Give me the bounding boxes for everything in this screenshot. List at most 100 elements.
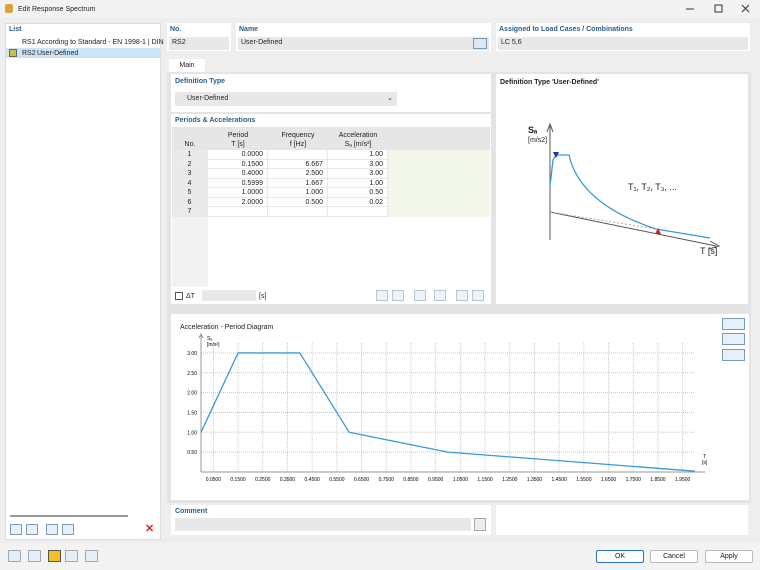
table-cell[interactable]: 0.0000 [208, 150, 268, 160]
y-tick-label: 1.50 [187, 410, 197, 416]
definition-title: Definition Type [175, 78, 226, 85]
field-label: Assigned to Load Cases / Combinations [499, 26, 633, 33]
table-cell[interactable]: 3 [172, 169, 208, 179]
table-blank-bg [388, 150, 490, 217]
comment-box[interactable] [175, 518, 471, 531]
table-cell[interactable]: 6 [172, 197, 208, 207]
field-label: Name [239, 26, 259, 33]
x-tick-label: 1.5500 [576, 477, 592, 483]
footer-tool-button[interactable] [8, 550, 21, 562]
table-cell[interactable]: 3.00 [328, 169, 388, 179]
list-tool-button[interactable] [46, 524, 58, 535]
table-cell[interactable]: 3.00 [328, 159, 388, 169]
window-title: Edit Response Spectrum [18, 6, 96, 13]
table-cell[interactable]: 2.500 [268, 169, 328, 179]
y-axis-label: Sₐ [207, 336, 212, 342]
table-cell[interactable] [328, 207, 388, 217]
y-tick-label: 2.50 [187, 371, 197, 377]
table-cell[interactable]: 1 [172, 150, 208, 160]
x-tick-label: 1.8500 [650, 477, 666, 483]
table-tool-button[interactable] [392, 290, 404, 301]
close[interactable] [741, 4, 750, 13]
maximize[interactable] [714, 4, 723, 13]
dialog-button[interactable]: Apply [705, 550, 753, 563]
x-tick-label: 0.1500 [230, 477, 246, 483]
table-cell[interactable] [208, 207, 268, 217]
list-tool-button[interactable] [10, 524, 22, 535]
chart-tool-button[interactable] [722, 318, 745, 330]
table-tool-button[interactable] [414, 290, 426, 301]
bottom-bar [0, 543, 760, 570]
comment-title: Comment [175, 508, 208, 515]
chart: 0.50 1.00 1.50 2.00 2.50 3.00 0.0500 0.1500 0.25… [187, 332, 708, 483]
table-cell[interactable]: 0.500 [268, 197, 328, 207]
x-axis-unit: [s] [702, 460, 708, 466]
table-cell[interactable]: 7 [172, 207, 208, 217]
table-cell[interactable]: 0.4000 [208, 169, 268, 179]
list-title: List [9, 26, 22, 33]
schematic-marker [655, 228, 661, 234]
table-cell[interactable]: 2 [172, 159, 208, 169]
comment-button[interactable] [474, 518, 486, 531]
list-item[interactable]: RS1 According to Standard - EN 1998-1 | D… [6, 37, 164, 47]
table-cell[interactable]: 6.667 [268, 159, 328, 169]
list-tool-button[interactable] [62, 524, 74, 535]
edit-name-button[interactable] [473, 38, 487, 49]
column-header: No. [184, 141, 196, 148]
table-tool-button[interactable] [376, 290, 388, 301]
column-header: Frequency [281, 132, 315, 139]
x-tick-label: 0.9500 [428, 477, 444, 483]
table-cell[interactable]: 1.0000 [208, 188, 268, 198]
chart-tool-button[interactable] [722, 349, 745, 361]
schematic-y-unit: [m/s2] [528, 137, 548, 144]
list-item[interactable]: RS2 User-Defined [6, 48, 160, 58]
table-tool-button[interactable] [456, 290, 468, 301]
list-tool-button[interactable] [26, 524, 38, 535]
tab[interactable]: Main [169, 59, 205, 72]
footer-tool-button[interactable] [48, 550, 61, 562]
dialog-button[interactable]: Cancel [650, 550, 698, 563]
checkbox[interactable] [175, 292, 183, 300]
table-tool-button[interactable] [434, 290, 446, 301]
delta-unit: [s] [259, 293, 267, 300]
table-cell[interactable]: 4 [172, 178, 208, 188]
table-cell[interactable] [268, 150, 328, 160]
y-tick-label: 1.00 [187, 430, 197, 436]
field-label: No. [170, 26, 182, 33]
field-box[interactable]: RS2 [169, 37, 229, 50]
delta-label: ΔT [186, 293, 195, 300]
footer-tool-button[interactable] [85, 550, 98, 562]
table-tool-button[interactable] [472, 290, 484, 301]
x-tick-label: 1.9500 [675, 477, 691, 483]
chart-tool-button[interactable] [722, 333, 745, 345]
footer-tool-button[interactable] [28, 550, 41, 562]
table-cell[interactable]: 1.00 [328, 150, 388, 160]
footer-tool-button[interactable] [65, 550, 78, 562]
delta-input[interactable] [202, 290, 256, 301]
x-tick-label: 0.5500 [329, 477, 345, 483]
table-cell[interactable]: 2.0000 [208, 197, 268, 207]
table-cell[interactable]: 0.5999 [208, 178, 268, 188]
table-cell[interactable]: 5 [172, 188, 208, 198]
table-cell[interactable]: 1.000 [268, 188, 328, 198]
schematic-y-label: Sₐ [528, 125, 538, 135]
table-cell[interactable]: 0.50 [328, 188, 388, 198]
delete-button[interactable]: ✕ [145, 523, 155, 535]
schematic-panel [496, 74, 748, 304]
x-tick-label: 0.7500 [379, 477, 395, 483]
axis [198, 332, 705, 473]
dialog-button[interactable]: OK [596, 550, 644, 563]
definition-dropdown[interactable]: User-Defined [175, 92, 397, 106]
y-tick-label: 2.00 [187, 391, 197, 397]
x-tick-label: 0.2500 [255, 477, 271, 483]
field-box[interactable]: LC 5,6 [498, 37, 748, 50]
table-cell[interactable] [268, 207, 328, 217]
color-swatch [9, 49, 17, 57]
table-cell[interactable]: 1.00 [328, 178, 388, 188]
table-cell[interactable]: 0.02 [328, 197, 388, 207]
field-box[interactable]: User-Defined [238, 37, 489, 50]
table-cell[interactable]: 0.1500 [208, 159, 268, 169]
table-cell[interactable]: 1.667 [268, 178, 328, 188]
x-tick-label: 1.7500 [626, 477, 642, 483]
